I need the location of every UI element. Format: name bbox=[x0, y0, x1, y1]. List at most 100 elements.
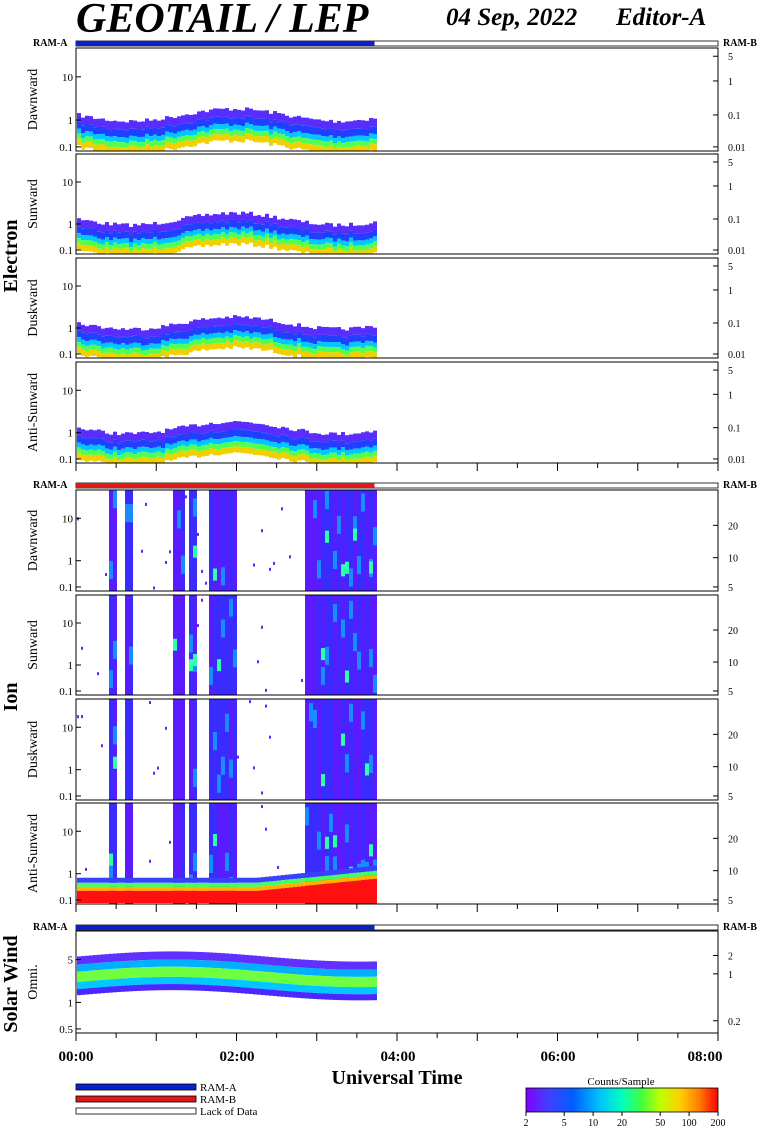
spectrogram-ion bbox=[77, 490, 377, 591]
chart-editor: Editor-A bbox=[615, 4, 706, 31]
left-tick-label: 10 bbox=[62, 385, 74, 397]
right-tick-label: 5 bbox=[728, 583, 733, 594]
left-tick-label: 0.1 bbox=[59, 686, 73, 698]
x-tick-label-1: 02:00 bbox=[220, 1049, 255, 1065]
panel-label: Dawnward bbox=[26, 510, 41, 571]
spectrogram-solar bbox=[77, 951, 377, 1001]
x-tick-label-2: 04:00 bbox=[381, 1049, 416, 1065]
panel-area: RAM-A RAM-B Dawnward 10 1 0.1 5 1 0.1 0.01 Sunward… bbox=[26, 38, 757, 1041]
panel-frame bbox=[75, 47, 719, 152]
ram-label-right: RAM-B bbox=[723, 922, 757, 933]
left-tick-label: 0.1 bbox=[59, 582, 73, 594]
right-tick-label: 5 bbox=[728, 896, 733, 907]
ram-label-right: RAM-B bbox=[723, 480, 757, 491]
group-label-ion: Ion bbox=[0, 683, 22, 712]
panel-frame bbox=[75, 698, 719, 801]
ram-label-left: RAM-A bbox=[33, 38, 68, 49]
right-tick-label: 0.2 bbox=[728, 1017, 741, 1028]
group-label-solar-wind: Solar Wind bbox=[0, 935, 22, 1032]
spectrogram-electron bbox=[77, 211, 377, 254]
panel-frame bbox=[75, 489, 719, 592]
ram-label-left: RAM-A bbox=[33, 922, 68, 933]
left-tick-label: 0.5 bbox=[59, 1024, 73, 1036]
ram-label-left: RAM-A bbox=[33, 480, 68, 491]
left-tick-label: 1 bbox=[68, 660, 74, 672]
left-tick-label: 10 bbox=[62, 281, 74, 293]
panel-label: Sunward bbox=[26, 620, 41, 670]
legend-swatch-ram-a bbox=[75, 1083, 197, 1091]
left-tick-label: 10 bbox=[62, 722, 74, 734]
colorbar-tick-label: 2 bbox=[524, 1118, 529, 1128]
right-tick-label: 5 bbox=[728, 792, 733, 803]
left-tick-label: 0.1 bbox=[59, 895, 73, 907]
x-tick-label-3: 06:00 bbox=[541, 1049, 576, 1065]
left-tick-label: 10 bbox=[62, 826, 74, 838]
legend-swatch-lack-of-data bbox=[75, 1107, 197, 1115]
right-tick-label: 1 bbox=[728, 970, 733, 981]
colorbar-tick-label: 10 bbox=[588, 1118, 598, 1128]
mode-legend: RAM-A RAM-B Lack of Data bbox=[75, 1082, 258, 1118]
panel-label: Sunward bbox=[26, 179, 41, 229]
right-tick-label: 20 bbox=[728, 730, 738, 741]
colorbar-tick-label: 20 bbox=[617, 1118, 627, 1128]
colorbar-tick-label: 100 bbox=[682, 1118, 697, 1128]
right-tick-label: 0.1 bbox=[728, 111, 741, 122]
legend-swatch-ram-b bbox=[75, 1095, 197, 1103]
right-tick-label: 20 bbox=[728, 626, 738, 637]
left-tick-label: 10 bbox=[62, 618, 74, 630]
panel-frame bbox=[75, 594, 719, 696]
left-tick-label: 0.1 bbox=[59, 454, 73, 466]
right-tick-label: 1 bbox=[728, 390, 733, 401]
chart-title: GEOTAIL / LEP bbox=[76, 0, 369, 42]
left-tick-label: 1 bbox=[68, 869, 74, 881]
left-tick-label: 1 bbox=[68, 428, 74, 440]
left-tick-label: 0.1 bbox=[59, 349, 73, 361]
left-tick-label: 0.1 bbox=[59, 791, 73, 803]
left-tick-label: 1 bbox=[68, 219, 74, 231]
colorbar-tick-label: 200 bbox=[711, 1118, 726, 1128]
left-tick-label: 0.1 bbox=[59, 245, 73, 257]
right-tick-label: 5 bbox=[728, 52, 733, 63]
panel-label: Anti-Sunward bbox=[26, 373, 41, 452]
colorbar-title: Counts/Sample bbox=[587, 1076, 654, 1088]
left-tick-label: 10 bbox=[62, 72, 74, 84]
spectrogram-electron bbox=[77, 420, 377, 463]
right-tick-label: 0.01 bbox=[728, 246, 746, 257]
left-tick-label: 1 bbox=[68, 556, 74, 568]
right-tick-label: 1 bbox=[728, 286, 733, 297]
left-tick-label: 1 bbox=[68, 323, 74, 335]
right-tick-label: 5 bbox=[728, 158, 733, 169]
left-tick-label: 1 bbox=[68, 115, 74, 127]
ram-label-right: RAM-B bbox=[723, 38, 757, 49]
right-tick-label: 0.01 bbox=[728, 143, 746, 154]
spectrogram-ion bbox=[77, 699, 377, 800]
right-tick-label: 0.1 bbox=[728, 424, 741, 435]
right-tick-label: 20 bbox=[728, 521, 738, 532]
right-tick-label: 20 bbox=[728, 834, 738, 845]
panel-frame bbox=[75, 257, 719, 359]
right-tick-label: 10 bbox=[728, 763, 738, 774]
left-tick-label: 10 bbox=[62, 177, 74, 189]
spectrogram-electron bbox=[77, 315, 377, 358]
right-tick-label: 0.01 bbox=[728, 455, 746, 466]
right-tick-label: 2 bbox=[728, 951, 733, 962]
right-tick-label: 5 bbox=[728, 262, 733, 273]
group-label-electron: Electron bbox=[0, 220, 22, 293]
left-tick-label: 1 bbox=[68, 765, 74, 777]
right-tick-label: 1 bbox=[728, 182, 733, 193]
legend-label-ram-b: RAM-B bbox=[200, 1094, 236, 1106]
spectrogram-ion bbox=[81, 595, 377, 695]
right-tick-label: 10 bbox=[728, 867, 738, 878]
left-tick-label: 5 bbox=[68, 955, 74, 967]
mode-bar-fill bbox=[76, 41, 375, 46]
left-tick-label: 10 bbox=[62, 513, 74, 525]
mode-bar-fill bbox=[76, 483, 375, 488]
right-tick-label: 0.1 bbox=[728, 215, 741, 226]
right-tick-label: 5 bbox=[728, 366, 733, 377]
right-tick-label: 1 bbox=[728, 77, 733, 88]
x-axis-title: Universal Time bbox=[332, 1067, 463, 1089]
spectrogram-ion-anti bbox=[77, 803, 377, 904]
right-tick-label: 0.01 bbox=[728, 350, 746, 361]
left-tick-label: 0.1 bbox=[59, 142, 73, 154]
